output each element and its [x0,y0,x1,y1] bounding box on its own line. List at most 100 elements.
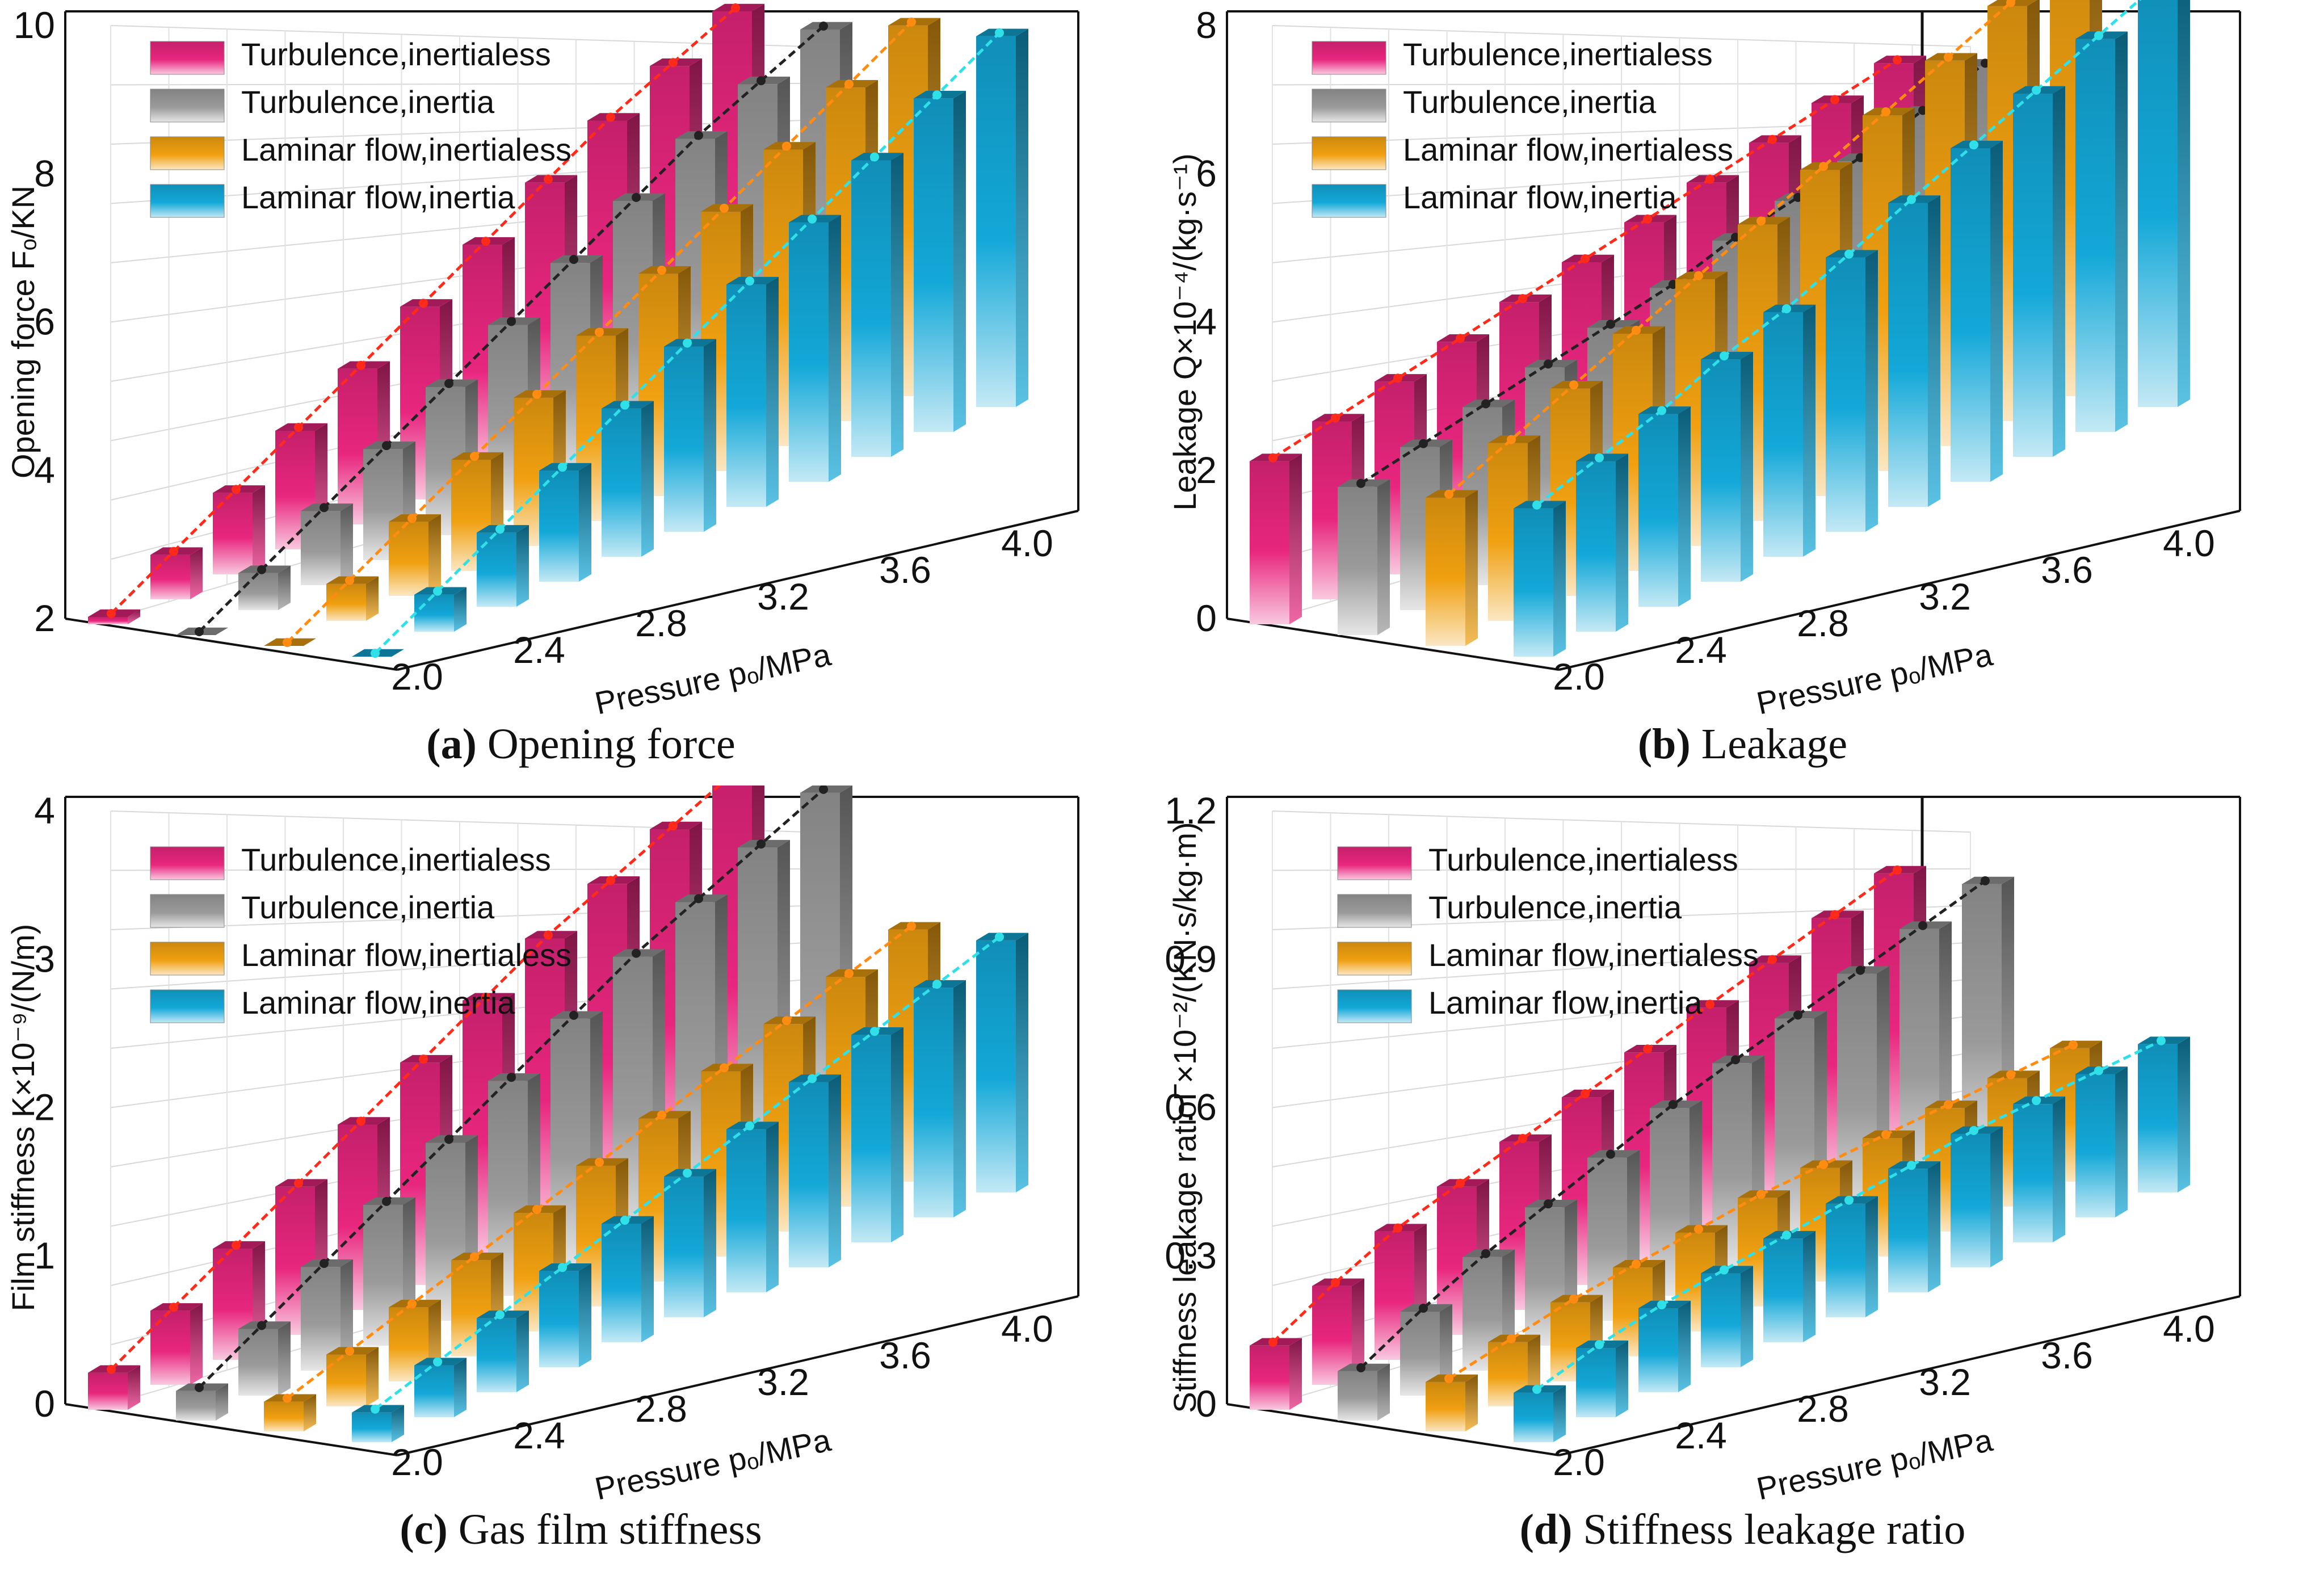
bar-side [128,1365,140,1410]
data-point [1581,1089,1590,1099]
data-point [683,338,692,348]
bar-side [891,153,903,457]
data-point [694,894,703,904]
bar-side [1741,351,1753,582]
data-point [444,379,453,388]
bar [238,573,278,610]
data-point [2094,1066,2103,1076]
data-point [1569,380,1578,390]
x-tick-label: 3.2 [1919,576,1971,618]
bar-side [1990,1126,2003,1267]
data-point [995,932,1004,942]
data-point [595,1157,604,1167]
bar-side [1741,1266,1753,1367]
data-point [107,1364,116,1374]
data-point [1544,1199,1553,1209]
bar-side [1377,479,1390,635]
data-point [757,76,766,86]
bar [2075,1074,2115,1217]
series-3 [1514,1036,2190,1442]
data-point [1268,453,1277,463]
caption-b-text: Leakage [1701,720,1848,768]
data-point [495,524,505,534]
legend: Turbulence,inertialess Turbulence,inertia… [1337,842,1759,1023]
data-point [481,237,490,246]
bar-side [1803,1230,1816,1342]
bar [1514,1392,1553,1442]
y-tick-label: 4 [34,449,55,491]
bar [88,1372,128,1410]
data-point [808,1074,817,1083]
bar-side [1377,1363,1390,1421]
data-point [683,1168,692,1178]
data-point [1393,1223,1402,1233]
data-point [632,948,641,958]
data-point [294,1178,303,1188]
data-point [1881,107,1890,116]
bar-side [1465,1374,1478,1431]
caption-d: (d) Stiffness leakage ratio [1162,1505,2323,1555]
data-point [1944,52,1953,62]
bar [1951,148,1990,482]
data-point [407,514,417,523]
floor-edge-b [1226,618,1560,671]
legend-label: Laminar flow,inertialess [241,937,571,973]
bar-side [190,1303,203,1385]
data-point [1532,1384,1541,1394]
legend-label: Laminar flow,inertia [1403,179,1677,215]
bar [1338,1371,1377,1421]
data-point [1944,1100,1953,1110]
legend-swatch [1337,942,1412,976]
bar [352,1412,392,1442]
x-tick-label: 3.2 [757,1361,809,1403]
bar [301,511,341,585]
bar [88,616,128,624]
data-point [1595,453,1604,463]
data-point [1856,965,1865,975]
data-point [1331,1278,1340,1287]
bar [1576,461,1616,632]
x-tick-label: 2.4 [1675,629,1727,671]
y-tick-label: 0 [34,1383,55,1425]
data-point [844,969,854,978]
y-tick-label: 2 [34,1086,55,1128]
series-3 [1514,0,2190,657]
y-tick-label: 4 [1196,301,1217,343]
data-point [1419,1303,1428,1313]
caption-c-letter: (c) [400,1506,448,1553]
data-point [257,1321,266,1330]
legend-swatch [150,846,225,880]
bar-side [641,1216,654,1342]
legend-swatch [1312,41,1386,75]
x-tick-label: 3.6 [879,549,931,591]
legend-swatch [1337,846,1412,880]
data-point [1632,1259,1641,1269]
bar [2138,0,2178,407]
bar-side [454,1358,467,1417]
data-point [1456,1178,1465,1188]
y-tick-label: 0.9 [1165,938,1217,980]
bar-side [454,587,467,632]
y-tick-label: 6 [34,301,55,343]
bar-side [1678,406,1691,607]
data-point [669,821,678,830]
legend-label: Turbulence,inertia [1428,889,1682,925]
bar [914,98,953,432]
x-axis-line-b [1558,510,2241,671]
bar [2138,1044,2178,1192]
x-axis-line-c [397,1295,1079,1456]
panel-a: 2 4 6 8 10 Opening force Fₒ/KN 2.0 2.4 2.8 3.2 3.6… [0,0,1162,786]
data-point [606,876,615,885]
y-tick-label: 0 [1196,597,1217,639]
bar [726,1129,766,1292]
data-point [745,1121,754,1131]
data-point [870,152,879,162]
data-point [1705,174,1714,184]
legend-swatch [150,989,225,1023]
bar [1426,1381,1465,1431]
data-point [356,360,365,370]
bar-side [366,1347,379,1406]
data-point [2094,31,2103,40]
x-tick-label: 2.8 [1797,1388,1849,1430]
data-point [2069,1040,2078,1049]
